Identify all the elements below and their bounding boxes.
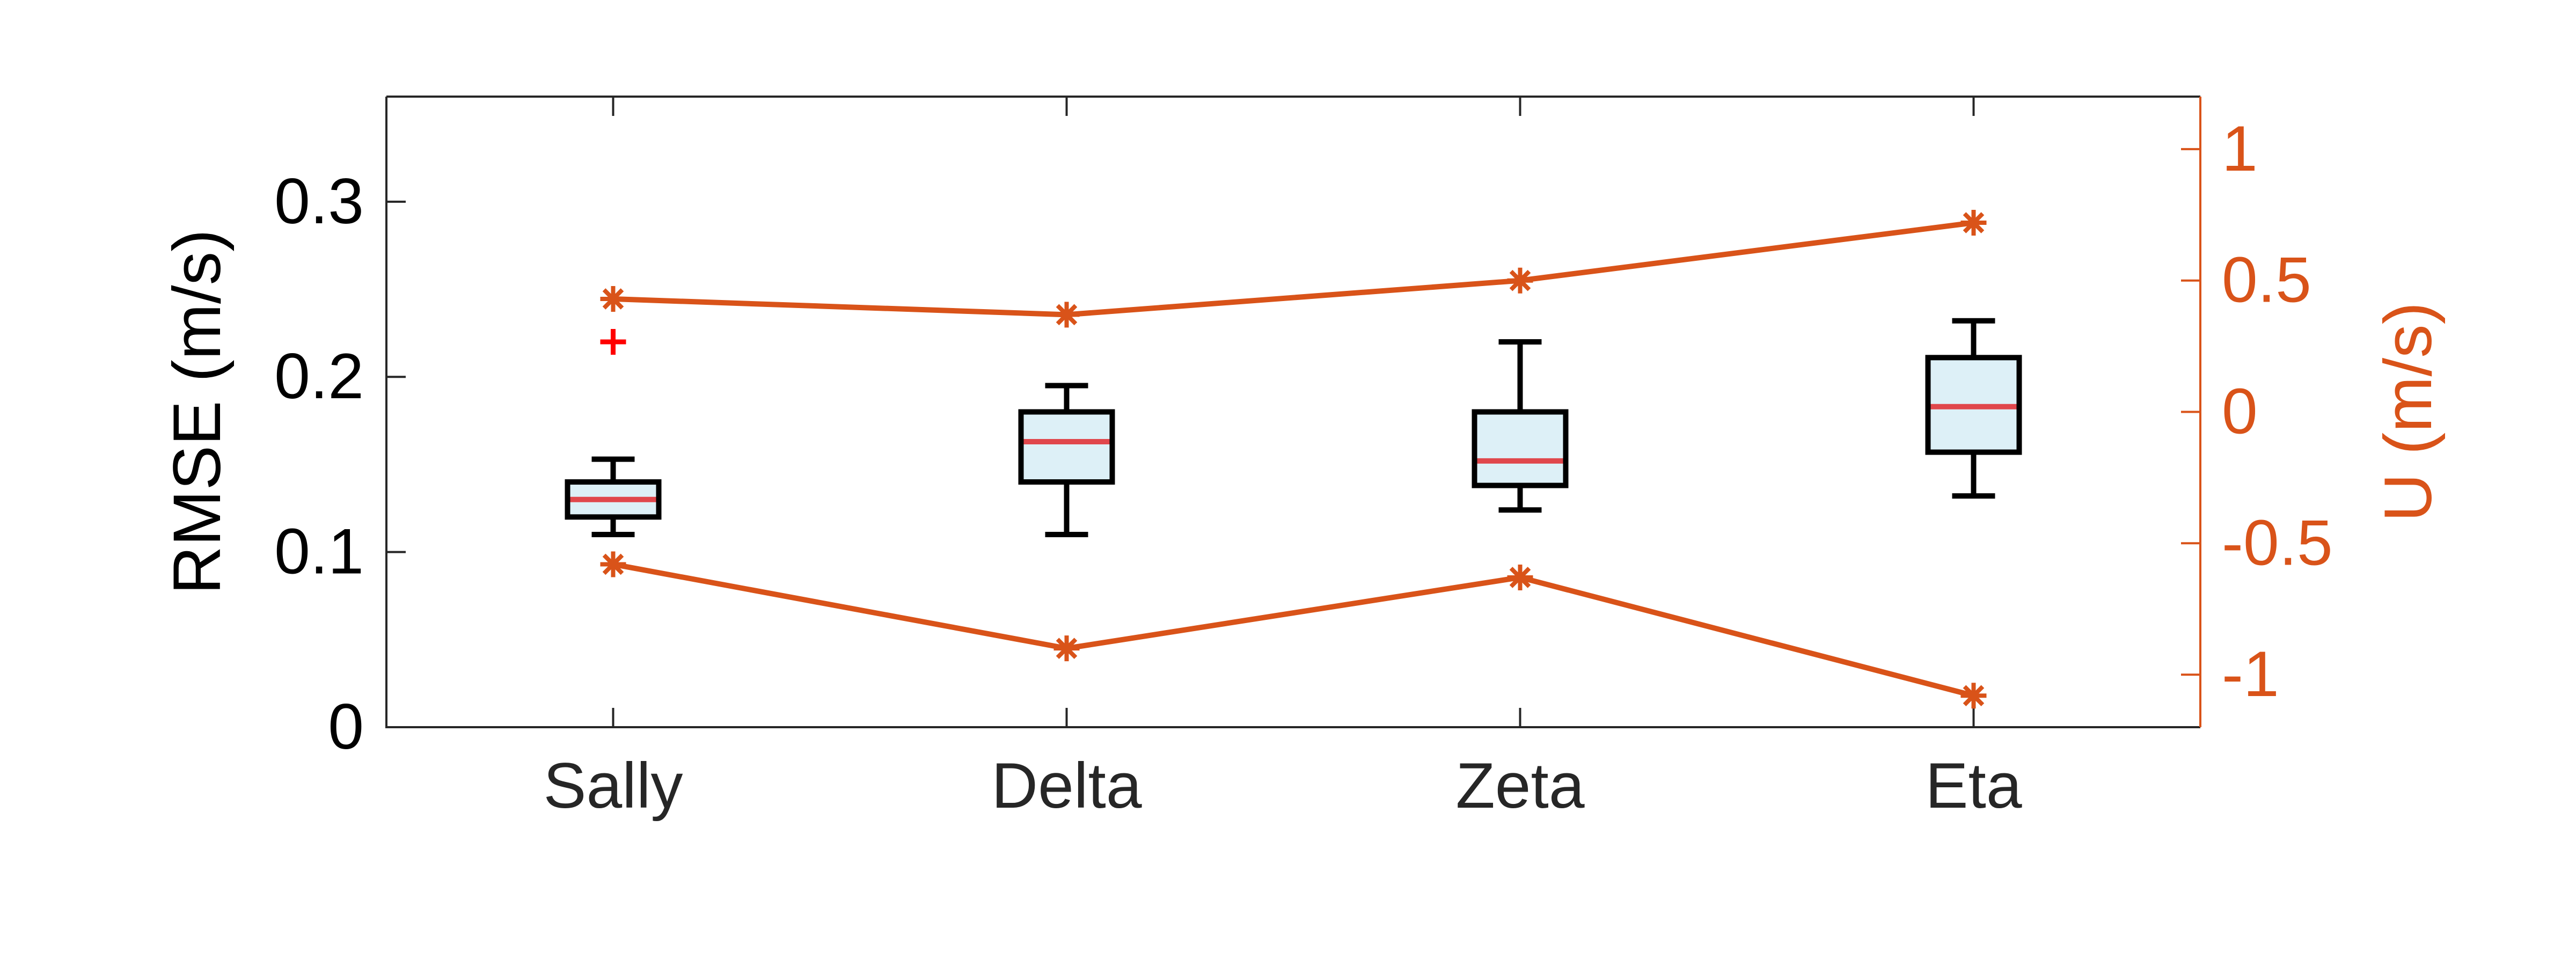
x-axis: Sally Delta Zeta Eta: [543, 97, 2022, 822]
u-line-2: [612, 561, 1974, 699]
y-axis-label: RMSE (m/s): [160, 229, 235, 594]
outlier-marker: [600, 328, 626, 355]
y-tick-label: 0.1: [274, 516, 364, 588]
x-tick-label: Eta: [1925, 750, 2022, 822]
y2-tick-label: 1: [2222, 113, 2258, 185]
box: [1472, 409, 1569, 488]
y2-tick-label: 0.5: [2222, 244, 2311, 316]
u-series: [600, 210, 1987, 709]
y2-tick-label: -1: [2222, 638, 2279, 710]
boxplot-delta: [1018, 383, 1115, 537]
u-point: [1053, 635, 1080, 662]
box: [1018, 409, 1115, 485]
x-tick-label: Delta: [991, 750, 1141, 822]
u-point: [1053, 302, 1080, 328]
boxplot-sally: [565, 328, 662, 537]
left-y-axis: 0 0.1 0.2 0.3: [274, 165, 406, 763]
y-tick-label: 0.3: [274, 165, 364, 237]
u-point: [600, 551, 626, 577]
u-point: [1960, 210, 1987, 236]
u-point: [1507, 564, 1533, 590]
y-tick-label: 0: [328, 691, 364, 763]
x-tick-label: Sally: [543, 750, 683, 822]
u-point: [1960, 683, 1987, 709]
boxplot-eta: [1925, 318, 2022, 499]
boxplots: [565, 318, 2022, 537]
u-point: [600, 286, 626, 312]
y-tick-label: 0.2: [274, 340, 364, 412]
boxplot-zeta: [1472, 339, 1569, 513]
y2-axis-label: U (m/s): [2371, 302, 2446, 522]
right-y-axis: -1 -0.5 0 0.5 1: [2181, 113, 2333, 710]
u-point: [1507, 267, 1533, 294]
y2-tick-label: 0: [2222, 376, 2258, 448]
u-line-1: [613, 220, 1974, 318]
x-tick-label: Zeta: [1455, 750, 1584, 822]
y2-tick-label: -0.5: [2222, 507, 2333, 579]
